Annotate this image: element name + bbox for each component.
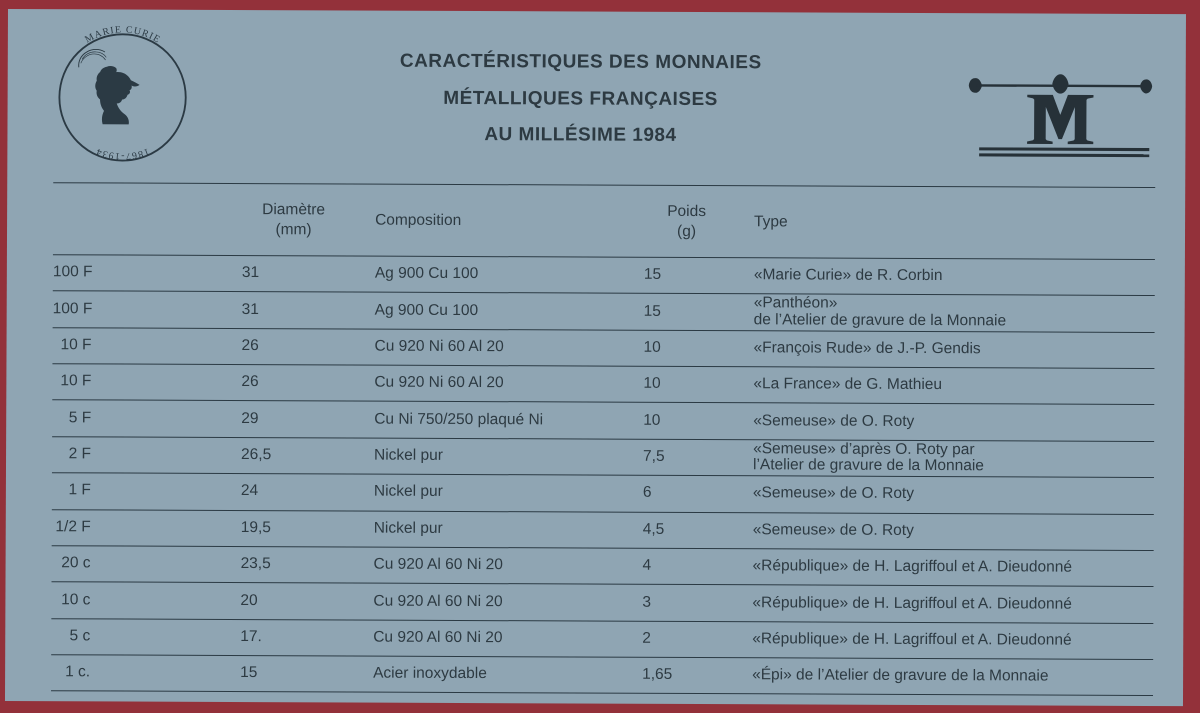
svg-text:MARIE CURIE: MARIE CURIE xyxy=(83,24,162,46)
svg-text:1867-1934: 1867-1934 xyxy=(94,145,151,161)
